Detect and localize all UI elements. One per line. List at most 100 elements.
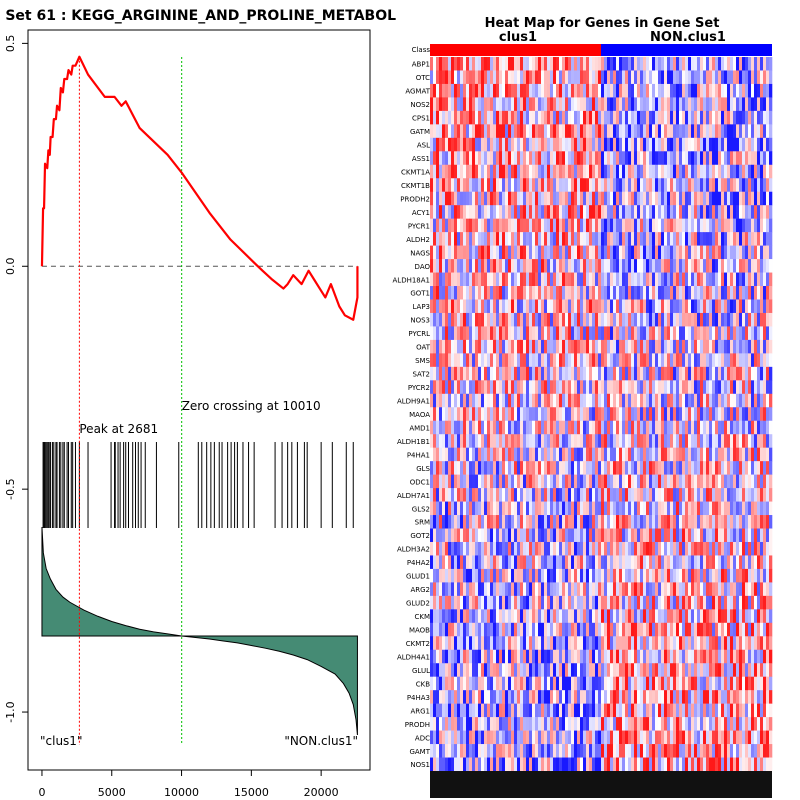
heatmap-cell bbox=[619, 555, 623, 570]
heatmap-cell bbox=[496, 595, 500, 610]
heatmap-cell bbox=[760, 595, 764, 610]
heatmap-cell bbox=[658, 380, 662, 395]
heatmap-cell bbox=[694, 124, 698, 139]
heatmap-cell bbox=[685, 151, 689, 166]
heatmap-cell bbox=[697, 380, 701, 395]
heatmap-cell bbox=[538, 582, 542, 597]
heatmap-cell bbox=[736, 110, 740, 125]
heatmap-cell bbox=[685, 568, 689, 583]
heatmap-cell bbox=[577, 515, 581, 529]
heatmap-cell bbox=[523, 353, 527, 368]
heatmap-cell bbox=[670, 622, 674, 637]
heatmap-cell bbox=[544, 57, 548, 71]
heatmap-cell bbox=[523, 474, 527, 489]
heatmap-cell bbox=[502, 461, 506, 475]
heatmap-cell bbox=[553, 137, 557, 152]
heatmap-cell bbox=[640, 434, 644, 448]
heatmap-cell bbox=[709, 339, 713, 354]
heatmap-cell bbox=[748, 528, 752, 543]
heatmap-cell bbox=[547, 312, 551, 327]
heatmap-cell bbox=[673, 312, 677, 327]
heatmap-cell bbox=[685, 178, 689, 193]
heatmap-cell bbox=[610, 501, 614, 516]
heatmap-cell bbox=[457, 312, 461, 327]
heatmap-cell bbox=[619, 407, 623, 422]
heatmap-cell bbox=[448, 380, 452, 395]
heatmap-cell bbox=[739, 299, 743, 314]
heatmap-cell bbox=[469, 299, 473, 314]
heatmap-cell bbox=[604, 70, 608, 85]
heatmap-cell bbox=[676, 353, 680, 368]
heatmap-cell bbox=[643, 434, 647, 448]
heatmap-cell bbox=[604, 245, 608, 260]
heatmap-cell bbox=[676, 312, 680, 327]
heatmap-cell bbox=[475, 286, 479, 300]
heatmap-cell bbox=[478, 286, 482, 300]
heatmap-cell bbox=[727, 312, 731, 327]
heatmap-cell bbox=[442, 205, 446, 219]
heatmap-cell bbox=[574, 57, 578, 71]
heatmap-cell bbox=[487, 299, 491, 314]
heatmap-cell bbox=[580, 326, 584, 341]
heatmap-cell bbox=[769, 609, 773, 624]
heatmap-cell bbox=[682, 393, 686, 408]
heatmap-cell bbox=[742, 339, 746, 354]
heatmap-cell bbox=[724, 164, 728, 179]
heatmap-cell bbox=[574, 541, 578, 556]
heatmap-cell bbox=[550, 434, 554, 448]
y-axis: 0.50.0-0.5-1.0 bbox=[4, 35, 28, 723]
heatmap-cell bbox=[439, 434, 443, 448]
heatmap-cell bbox=[601, 339, 605, 354]
heatmap-cell bbox=[445, 528, 449, 543]
heatmap-cell bbox=[562, 191, 566, 206]
heatmap-cell bbox=[703, 97, 707, 112]
heatmap-cell bbox=[652, 609, 656, 624]
heatmap-cell bbox=[745, 272, 749, 287]
heatmap-cell bbox=[577, 528, 581, 543]
heatmap-cell bbox=[568, 299, 572, 314]
heatmap-cell bbox=[547, 70, 551, 85]
heatmap-cell bbox=[481, 393, 485, 408]
heatmap-cell bbox=[499, 83, 503, 98]
heatmap-cell bbox=[574, 259, 578, 273]
heatmap-cell bbox=[757, 541, 761, 556]
heatmap-cell bbox=[676, 205, 680, 219]
group-label-non-clus1: "NON.clus1" bbox=[284, 734, 358, 748]
heatmap-cell bbox=[520, 299, 524, 314]
heatmap-cell bbox=[550, 541, 554, 556]
heatmap-cell bbox=[433, 420, 437, 435]
heatmap-cell bbox=[478, 353, 482, 368]
heatmap-cell bbox=[718, 124, 722, 139]
heatmap-cell bbox=[742, 178, 746, 193]
heatmap-cell bbox=[520, 447, 524, 462]
heatmap-cell bbox=[463, 366, 467, 381]
heatmap-cell bbox=[727, 272, 731, 287]
heatmap-cell bbox=[466, 353, 470, 368]
heatmap-cell bbox=[697, 191, 701, 206]
heatmap-cell bbox=[643, 137, 647, 152]
heatmap-cell bbox=[658, 434, 662, 448]
heatmap-cell bbox=[676, 110, 680, 125]
heatmap-cell bbox=[691, 312, 695, 327]
heatmap-cell bbox=[628, 568, 632, 583]
heatmap-cell bbox=[595, 339, 599, 354]
heatmap-cell bbox=[742, 286, 746, 300]
heatmap-cell bbox=[499, 488, 503, 502]
heatmap-cell bbox=[550, 259, 554, 273]
heatmap-cell bbox=[619, 178, 623, 193]
heatmap-cell bbox=[478, 528, 482, 543]
heatmap-cell bbox=[496, 407, 500, 422]
heatmap-cell bbox=[502, 218, 506, 233]
heatmap-cell bbox=[742, 272, 746, 287]
heatmap-cell bbox=[742, 501, 746, 516]
heatmap-cell bbox=[562, 259, 566, 273]
heatmap-cell bbox=[583, 622, 587, 637]
heatmap-cell bbox=[451, 353, 455, 368]
heatmap-cell bbox=[691, 488, 695, 502]
heatmap-cell bbox=[499, 393, 503, 408]
heatmap-cell bbox=[685, 434, 689, 448]
heatmap-cell bbox=[463, 393, 467, 408]
heatmap-cell bbox=[766, 259, 770, 273]
heatmap-cell bbox=[595, 110, 599, 125]
heatmap-cell bbox=[751, 97, 755, 112]
